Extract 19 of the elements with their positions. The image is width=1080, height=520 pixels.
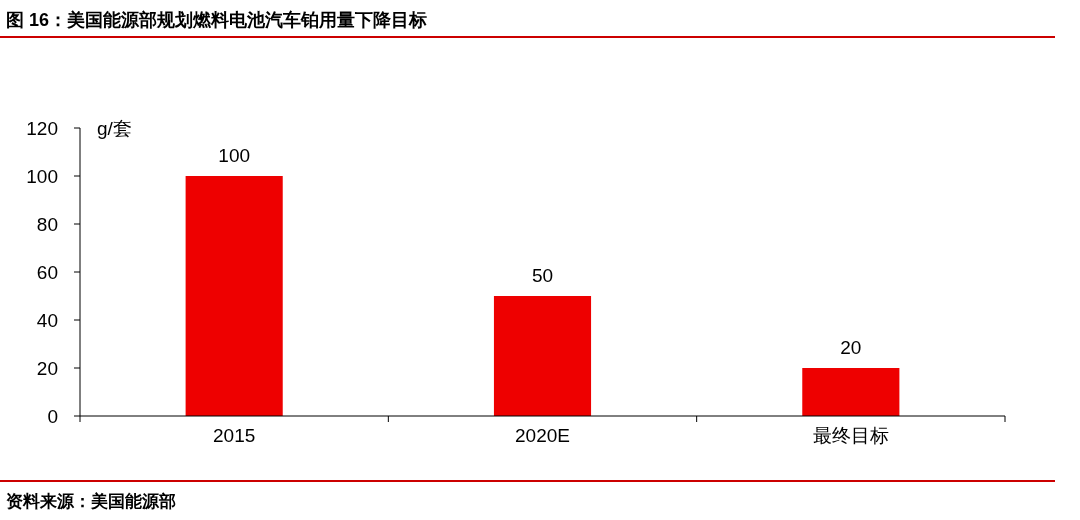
x-tick-label: 最终目标 [812, 425, 889, 446]
chart-title: 图 16：美国能源部规划燃料电池汽车铂用量下降目标 [6, 10, 428, 30]
y-tick-label: 0 [47, 406, 58, 427]
y-tick-label: 40 [36, 310, 58, 331]
y-tick-label: 20 [36, 358, 58, 379]
y-tick-label: 100 [26, 166, 58, 187]
bar [185, 176, 283, 416]
bar [802, 368, 900, 416]
y-tick-label: 80 [36, 214, 58, 235]
y-tick-label: 60 [36, 262, 58, 283]
x-tick-label: 2015 [213, 425, 256, 446]
y-axis-title: g/套 [97, 118, 132, 139]
data-label: 20 [840, 337, 862, 358]
text: 资料来源：美国能源部 [6, 492, 176, 511]
bar [493, 296, 592, 416]
y-tick-label: 120 [26, 118, 58, 139]
x-tick-label: 2020E [515, 425, 570, 446]
data-label: 100 [218, 145, 251, 166]
data-label: 50 [531, 265, 554, 286]
